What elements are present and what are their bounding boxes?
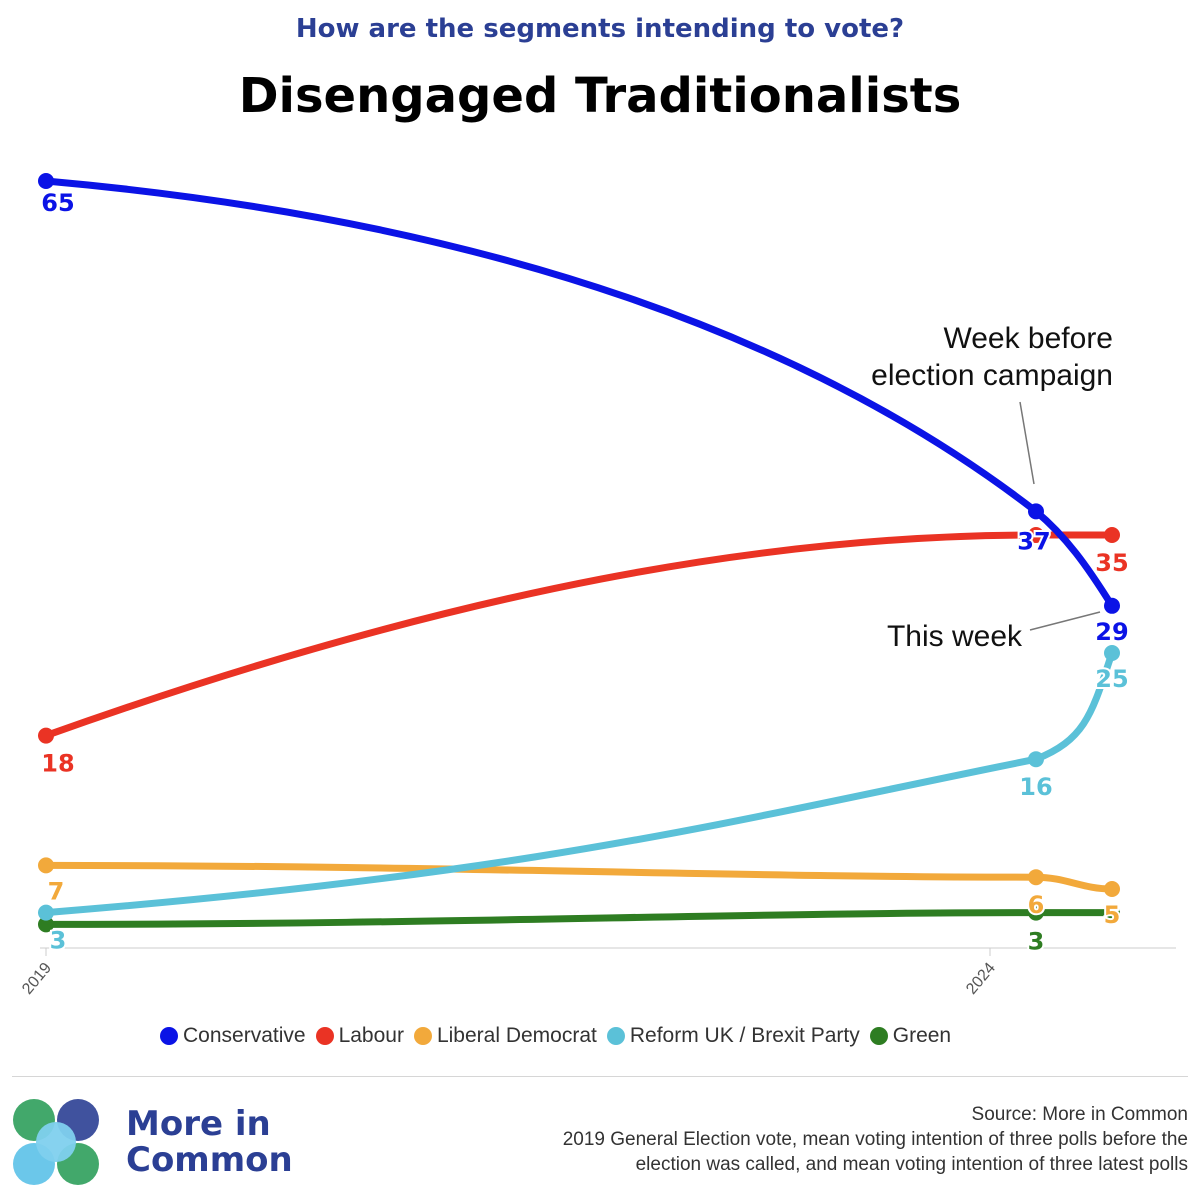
series-line [42,909,1116,928]
legend-swatch-icon [315,1027,334,1045]
x-tick-label: 2019 [19,960,55,998]
data-point [38,173,54,189]
series-line [42,531,1116,740]
note-line-1: 2019 General Election vote, mean voting … [562,1129,1188,1150]
data-label: 29 [1095,618,1128,646]
source-note: Source: More in Common 2019 General Elec… [563,1102,1188,1177]
legend-label: Labour [338,1024,404,1047]
data-point [38,727,54,744]
legend-item: Reform UK / Brexit Party [606,1024,860,1048]
data-point [1028,751,1044,768]
brand-name: More in Common [126,1106,293,1178]
data-label: 35 [1095,549,1128,577]
data-label: 6 [1028,891,1045,919]
data-label: 18 [41,750,74,778]
data-point [1104,597,1120,614]
chart-title: Disengaged Traditionalists [238,68,962,124]
annotation-week-before: Week before [943,322,1113,355]
legend-item: Green [869,1024,952,1048]
brand-line-2: Common [126,1140,293,1180]
legend-label: Green [892,1024,952,1047]
data-label: 37 [1017,527,1050,555]
legend-swatch-icon [606,1027,625,1045]
annotation-leader-line [1019,401,1035,485]
legend-swatch-icon [413,1027,432,1045]
data-point [38,904,54,921]
data-point [1028,904,1044,921]
legend-item: Liberal Democrat [413,1024,597,1048]
data-point [1028,527,1044,543]
data-point [1104,881,1120,897]
data-label: 25 [1095,665,1128,693]
data-point [38,916,54,933]
series-line [42,861,1116,893]
data-point [1028,503,1044,520]
legend-label: Conservative [183,1024,306,1047]
brand-line-1: More in [126,1104,271,1144]
data-label: 16 [1019,773,1052,801]
series-line [42,649,1116,917]
data-point [1104,645,1120,661]
data-label: 3 [1028,928,1045,956]
series-line [42,177,1116,610]
data-point [38,857,54,874]
annotation-leader-line [1029,611,1101,631]
legend-item: Conservative [160,1024,306,1048]
legend: Conservative Labour Liberal Democrat Reform… [160,1024,961,1048]
x-tick-label: 2024 [963,960,999,998]
annotation-this-week: This week [887,620,1023,653]
annotation-week-before: election campaign [871,359,1113,392]
chart-subtitle: How are the segments intending to vote? [295,14,905,44]
data-point [1104,904,1120,921]
legend-swatch-icon [869,1027,888,1045]
legend-item: Labour [315,1024,404,1048]
data-label: 5 [1104,901,1121,929]
legend-label: Liberal Democrat [436,1024,597,1047]
legend-swatch-icon [160,1027,178,1045]
data-label: 65 [41,189,74,217]
data-point [1028,869,1044,886]
legend-label: Reform UK / Brexit Party [629,1024,860,1047]
data-label: 7 [48,877,65,905]
data-label: 3 [50,927,67,955]
more-in-common-logo-icon [13,1099,99,1185]
note-line-2: election was called, and mean voting int… [635,1154,1188,1175]
data-point [1104,527,1120,543]
footer-divider [12,1076,1188,1077]
source-text: Source: More in Common [971,1104,1188,1125]
